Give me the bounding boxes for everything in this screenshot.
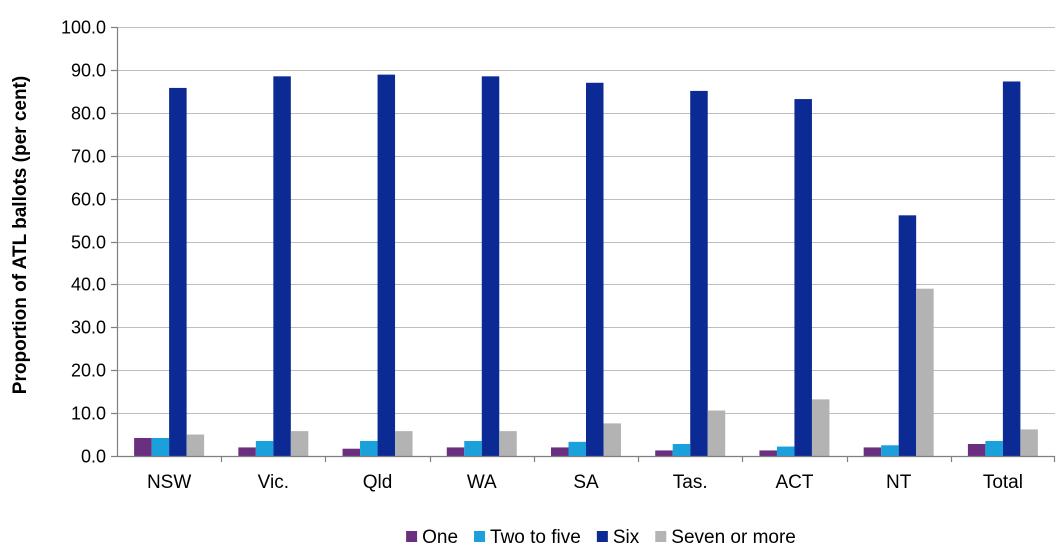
legend-swatch bbox=[596, 531, 608, 542]
y-tick-label: 0.0 bbox=[81, 447, 106, 467]
bar-two-to-five-sa bbox=[568, 441, 586, 456]
x-tick-label: Qld bbox=[363, 472, 393, 493]
x-tick-label: NSW bbox=[147, 472, 191, 493]
x-tick-label: Tas. bbox=[673, 472, 708, 493]
y-tick-label: 60.0 bbox=[71, 190, 106, 210]
bar-six-qld bbox=[377, 74, 396, 456]
bar-six-nt bbox=[898, 215, 917, 456]
bar-two-to-five-qld bbox=[360, 440, 378, 456]
bar-one-wa bbox=[446, 447, 465, 456]
legend-item: Two to five bbox=[474, 527, 581, 548]
legend: One Two to five Six Seven or more bbox=[406, 527, 796, 548]
legend-label: Six bbox=[613, 527, 640, 548]
bar-six-sa bbox=[586, 82, 604, 457]
bar-one-qld bbox=[342, 448, 361, 456]
y-tick-label: 90.0 bbox=[71, 61, 106, 81]
bar-seven-or-more-sa bbox=[603, 423, 621, 456]
x-tick-label: SA bbox=[573, 472, 599, 493]
bar-six-vic bbox=[273, 76, 291, 457]
bar-one-vic bbox=[238, 447, 256, 456]
x-axis-ticks: NSW Vic. Qld WA SA Tas. ACT NT Total bbox=[147, 456, 1056, 493]
bar-two-to-five-nt bbox=[881, 445, 899, 456]
axes bbox=[116, 27, 1055, 458]
bar-two-to-five-act bbox=[776, 446, 795, 456]
bar-seven-or-more-nsw bbox=[186, 434, 205, 456]
bar-one-total bbox=[967, 443, 986, 456]
legend-item: Seven or more bbox=[655, 527, 796, 548]
bar-six-tas bbox=[690, 90, 708, 457]
y-axis-ticks: 0.0 10.0 20.0 30.0 40.0 50.0 60.0 70.0 80.0 90.0 1… bbox=[61, 18, 117, 467]
bar-seven-or-more-act bbox=[811, 399, 830, 456]
bar-seven-or-more-vic bbox=[290, 431, 309, 456]
bar-one-act bbox=[759, 450, 777, 456]
bar-six-nsw bbox=[169, 87, 187, 456]
bar-two-to-five-nsw bbox=[151, 437, 170, 456]
bar-six-total bbox=[1002, 81, 1021, 456]
bar-seven-or-more-nt bbox=[916, 288, 934, 456]
bar-two-to-five-total bbox=[985, 440, 1003, 456]
legend-item: One bbox=[406, 527, 458, 548]
legend-swatch bbox=[655, 531, 667, 542]
bar-two-to-five-vic bbox=[255, 440, 274, 456]
bar-six-wa bbox=[481, 76, 500, 457]
legend-label: One bbox=[422, 527, 458, 548]
legend-item: Six bbox=[596, 527, 640, 548]
bar-two-to-five-tas bbox=[672, 443, 691, 456]
bar-one-sa bbox=[551, 447, 569, 456]
bar-one-tas bbox=[655, 450, 673, 456]
x-tick-label: Vic. bbox=[258, 472, 289, 493]
y-tick-label: 10.0 bbox=[71, 404, 106, 424]
y-tick-label: 80.0 bbox=[71, 104, 106, 124]
x-tick-label: NT bbox=[886, 472, 912, 493]
x-tick-label: ACT bbox=[775, 472, 813, 493]
bar-seven-or-more-tas bbox=[707, 410, 726, 456]
bar-two-to-five-wa bbox=[464, 440, 482, 456]
y-tick-label: 20.0 bbox=[71, 361, 106, 381]
legend-label: Seven or more bbox=[671, 527, 796, 548]
y-axis-label: Proportion of ATL ballots (per cent) bbox=[10, 76, 31, 394]
bar-seven-or-more-total bbox=[1020, 429, 1038, 456]
y-tick-label: 30.0 bbox=[71, 318, 106, 338]
bars bbox=[134, 74, 1038, 457]
legend-label: Two to five bbox=[490, 527, 581, 548]
x-tick-label: WA bbox=[467, 472, 497, 493]
y-tick-label: 40.0 bbox=[71, 275, 106, 295]
y-tick-label: 100.0 bbox=[61, 18, 106, 38]
bar-one-nsw bbox=[134, 437, 152, 456]
legend-swatch bbox=[406, 531, 418, 542]
bar-seven-or-more-qld bbox=[395, 431, 413, 456]
x-tick-label: Total bbox=[983, 472, 1023, 493]
bar-six-act bbox=[794, 99, 812, 457]
y-tick-label: 70.0 bbox=[71, 147, 106, 167]
bar-seven-or-more-wa bbox=[499, 431, 517, 456]
y-tick-label: 50.0 bbox=[71, 233, 106, 253]
bar-one-nt bbox=[863, 447, 882, 456]
legend-swatch bbox=[474, 531, 486, 542]
